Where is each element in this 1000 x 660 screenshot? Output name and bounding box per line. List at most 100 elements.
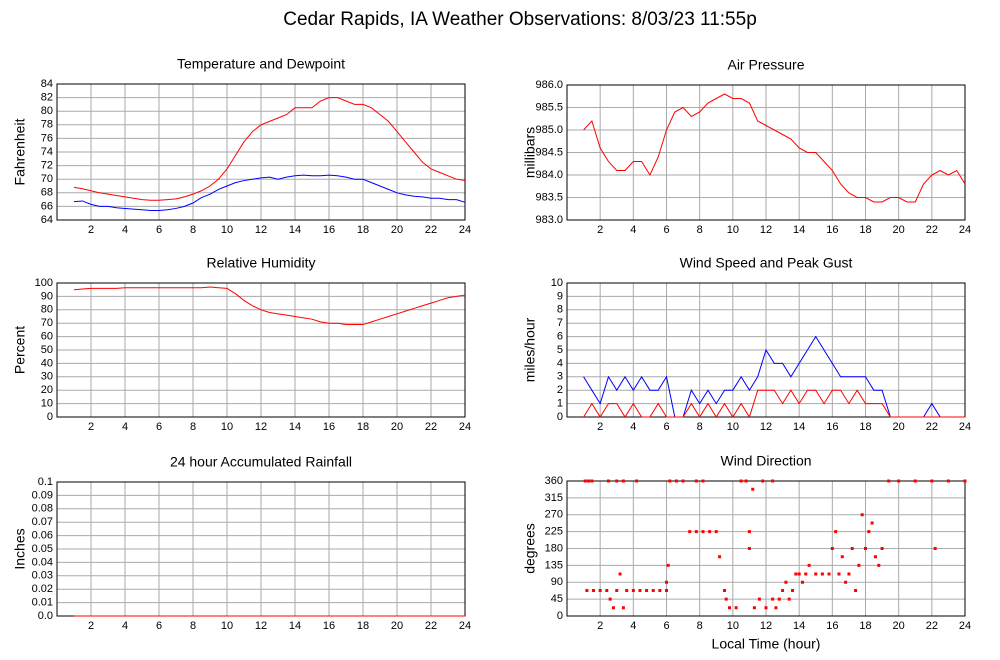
data-point [771,479,775,483]
x-tick-label: 6 [663,224,669,236]
data-point [877,563,881,567]
data-point [777,597,781,601]
data-point [880,547,884,550]
x-tick-label: 10 [727,224,739,236]
x-tick-label: 6 [156,620,162,632]
y-tick-label: 225 [545,526,563,538]
y-tick-label: 0.08 [32,503,53,515]
chart-title: 24 hour Accumulated Rainfall [170,454,352,470]
x-tick-label: 12 [255,224,267,236]
main-title: Cedar Rapids, IA Weather Observations: 8… [283,9,757,30]
x-tick-label: 4 [630,224,636,236]
data-point [718,555,722,559]
data-point [752,606,756,610]
data-point [658,589,662,592]
x-tick-label: 14 [289,421,301,433]
data-line [73,286,466,326]
x-tick-label: 10 [727,421,739,433]
data-point [913,479,917,483]
chart-title: Air Pressure [727,57,804,73]
x-tick-label: 20 [893,421,905,433]
data-point [807,563,811,567]
data-point [590,479,594,483]
x-tick-label: 4 [630,421,636,433]
data-point [873,555,877,559]
x-tick-label: 24 [959,421,971,433]
data-point [897,479,901,483]
data-point [694,530,698,534]
data-point [611,606,615,610]
x-tick-label: 20 [391,224,403,236]
data-point [701,530,705,534]
y-tick-label: 0.1 [38,476,53,488]
data-point [651,589,655,592]
data-point [933,547,937,550]
data-point [674,479,678,483]
y-tick-label: 984.0 [535,169,563,181]
y-tick-label: 80 [41,304,53,316]
y-tick-label: 10 [551,277,563,289]
data-point [621,479,625,483]
data-point [665,589,668,592]
y-axis-label: Percent [12,326,28,374]
x-tick-label: 6 [156,421,162,433]
data-point [583,479,587,483]
x-tick-label: 16 [323,620,335,632]
x-tick-label: 14 [793,224,805,236]
data-point [708,530,712,534]
y-tick-label: 0.09 [32,489,53,501]
x-tick-label: 20 [391,421,403,433]
x-tick-label: 10 [221,620,233,632]
plot-frame [566,84,966,221]
data-point [744,479,748,483]
y-tick-label: 64 [41,214,53,226]
data-point [781,589,785,592]
y-axis-label: degrees [522,523,538,574]
data-point [751,487,755,491]
x-tick-label: 18 [357,421,369,433]
y-tick-label: 0 [47,411,53,423]
plot-frame [56,282,466,418]
data-point [784,580,788,584]
x-tick-label: 8 [190,224,196,236]
data-line [583,389,965,419]
data-point [946,479,950,483]
y-axis-label: Fahrenheit [12,118,28,185]
y-tick-label: 90 [41,290,53,302]
x-tick-label: 8 [190,620,196,632]
x-tick-label: 14 [793,620,805,632]
y-tick-label: 985.5 [535,101,563,113]
x-tick-label: 8 [190,421,196,433]
y-axis-label: miles/hour [522,317,538,382]
data-point [771,597,775,601]
x-tick-label: 18 [859,224,871,236]
data-point [645,589,649,592]
data-point [930,479,934,483]
data-point [723,589,727,592]
data-point [724,597,728,601]
data-point [864,547,867,550]
y-tick-label: 9 [557,290,563,302]
data-point [814,572,818,576]
x-tick-label: 16 [826,224,838,236]
y-tick-label: 90 [551,576,563,588]
data-point [587,479,591,483]
y-tick-label: 20 [41,384,53,396]
x-tick-label: 12 [760,224,772,236]
data-point [615,479,619,483]
data-point [681,479,685,483]
data-line [583,93,966,203]
y-tick-label: 8 [557,304,563,316]
plot-frame [566,480,966,617]
data-point [860,513,864,517]
data-point [847,572,851,576]
y-tick-label: 1 [557,398,563,410]
x-tick-label: 16 [323,224,335,236]
data-point [791,589,795,592]
data-point [701,479,705,483]
data-point [827,572,831,576]
x-tick-label: 22 [425,620,437,632]
x-tick-label: 18 [357,224,369,236]
y-tick-label: 5 [557,344,563,356]
